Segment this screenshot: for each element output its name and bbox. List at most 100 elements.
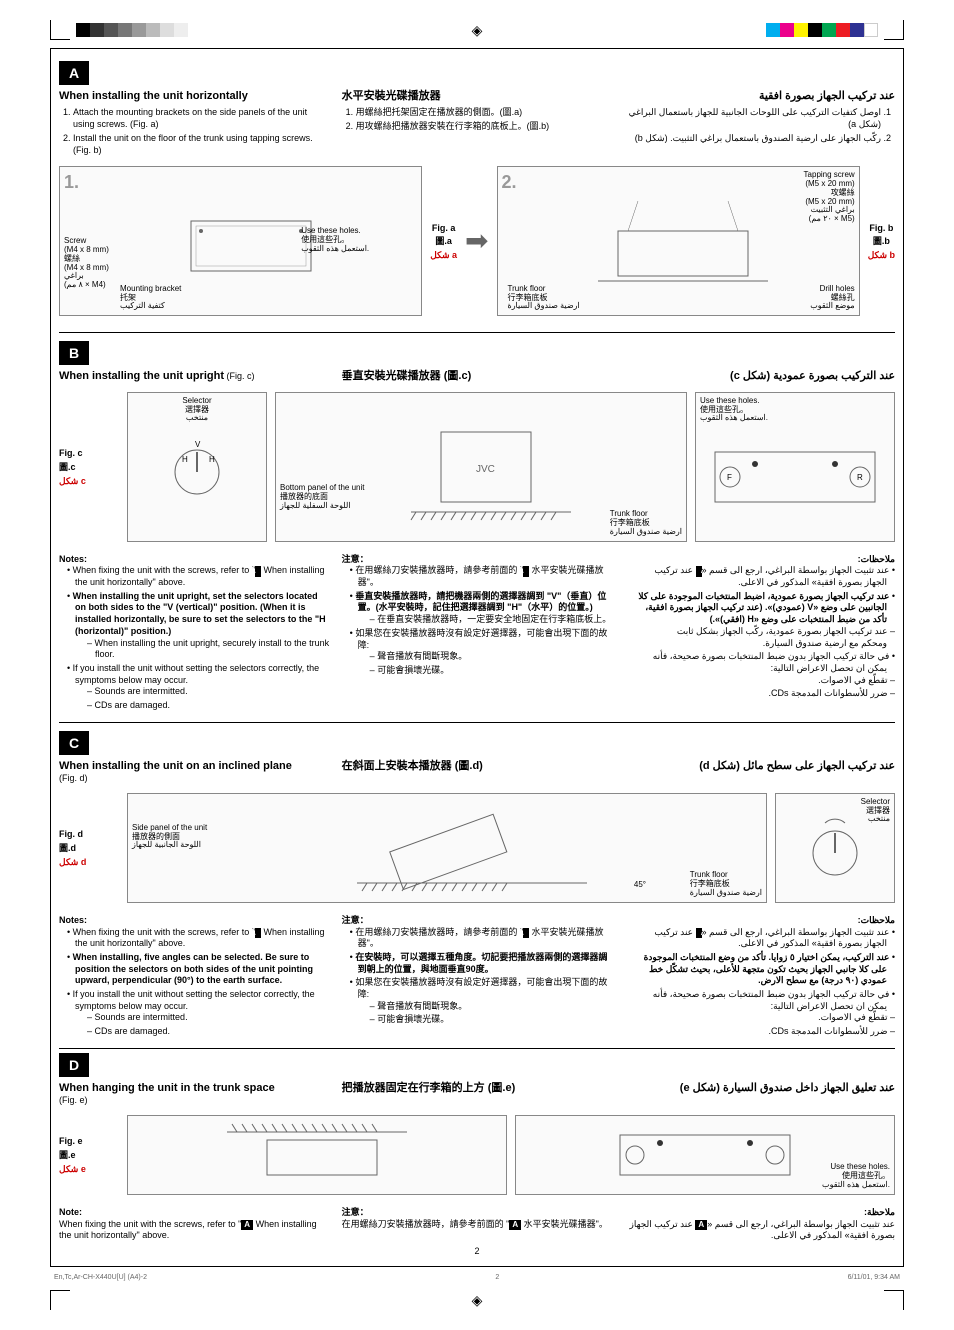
note-en: Note: When fixing the unit with the scre… xyxy=(59,1203,330,1242)
heading-ref-en: (Fig. c) xyxy=(227,371,255,381)
section-ref-box: A xyxy=(509,1220,521,1230)
note-item: 如果您在安裝播放器時沒有設定好選擇器，可能會出現下面的故障:聲音播放有間斷現象。… xyxy=(350,628,613,677)
center-mark-icon: ◈ xyxy=(472,21,483,39)
section-ref-box: A xyxy=(696,566,702,576)
heading-ar: عند التركيب بصورة عمودية (شكل c) xyxy=(730,370,895,382)
steps-ar: اوصل كتفيات التركيب على اللوحات الجانبية… xyxy=(624,107,895,144)
crop-mark xyxy=(884,20,904,40)
diagram-back-panel-d: Use these holes. 使用這些孔。 استعمل هذه الثقو… xyxy=(515,1115,895,1195)
footer-right: 6/11/01, 9:34 AM xyxy=(848,1273,900,1282)
arrow-icon: ➡ xyxy=(465,223,488,259)
note-sub-item: When installing the unit upright, secure… xyxy=(87,638,330,661)
heading-en: When hanging the unit in the trunk space xyxy=(59,1082,275,1094)
unit-illustration xyxy=(578,191,778,291)
diagram-fig-a: 1. Screw (M4 x 8 mm) 螺絲 (M4 x 8 mm) براغ… xyxy=(59,166,422,316)
center-mark-icon: ◈ xyxy=(472,1291,483,1309)
note-sub-item: 可能會損壞光碟。 xyxy=(370,1014,613,1026)
heading-ar: عند تعليق الجهاز داخل صندوق السيارة (شكل… xyxy=(680,1082,895,1094)
step-item: Install the unit on the floor of the tru… xyxy=(73,133,330,156)
section-d: D When hanging the unit in the trunk spa… xyxy=(59,1053,895,1242)
note-item: عند التركيب، يمكن اختيار ٥ زوايا. تأكد م… xyxy=(624,952,887,987)
step-item: 用螺絲把托架固定在播放器的側面。(圖.a) xyxy=(356,107,613,119)
note-sub-item: 聲音播放有間斷現象。 xyxy=(370,1001,613,1013)
step-item: 用攻螺絲把播放器安裝在行李箱的底板上。(圖.b) xyxy=(356,121,613,133)
notes-title-ar: ملاحظات: xyxy=(624,915,895,927)
notes-title-zh: 注意： xyxy=(342,554,613,566)
note-item: When installing, five angles can be sele… xyxy=(67,952,330,987)
fig-c-ar: شكل c xyxy=(59,476,119,488)
useholes-ar: استعمل هذه الثقوب. xyxy=(301,245,401,254)
fig-a-label-zh: 圖.a xyxy=(430,236,457,248)
heading-en: When installing the unit horizontally xyxy=(59,89,330,103)
notes-zh: 注意： 在用螺絲刀安裝播放器時，請參考前面的 "A 水平安裝光碟播放器"。垂直安… xyxy=(342,550,613,714)
svg-text:R: R xyxy=(857,473,863,482)
diagram-fig-b: 2. Tapping screw (M5 x 20 mm) 攻螺絲 (M5 x … xyxy=(497,166,860,316)
section-ref-box: A xyxy=(523,928,529,938)
note-item: When fixing the unit with the screws, re… xyxy=(67,565,330,588)
fig-b-label-en: Fig. b xyxy=(868,223,895,235)
color-bar-right xyxy=(766,23,878,37)
svg-text:H: H xyxy=(209,455,215,464)
note-text-en: When fixing the unit with the screws, re… xyxy=(59,1219,330,1242)
step-item: اوصل كتفيات التركيب على اللوحات الجانبية… xyxy=(624,107,881,130)
note-sub-item: تقطّع في الاصوات. xyxy=(644,1012,887,1024)
svg-text:F: F xyxy=(727,473,732,482)
selector-dial-icon: H H V xyxy=(157,427,237,507)
crop-mark xyxy=(884,1290,904,1310)
back-panel-icon: F R xyxy=(705,422,885,512)
fig-e-zh: 圖.e xyxy=(59,1150,119,1162)
diagram-fig-c: Bottom panel of the unit 播放器的底面 اللوحة ا… xyxy=(275,392,687,542)
trunk-ar: ارضية صندوق السيارة xyxy=(508,302,580,311)
note-item: عند تثبيت الجهاز بواسطة البراغي، ارجع ال… xyxy=(624,565,887,588)
fig-e-en: Fig. e xyxy=(59,1136,119,1148)
footer-center: 2 xyxy=(495,1273,499,1282)
diagram-number: 2. xyxy=(502,171,517,194)
diagram-selector: Selector 選擇器 منتخب H H V xyxy=(127,392,267,542)
note-item: When fixing the unit with the screws, re… xyxy=(67,927,330,950)
notes-title-zh: 注意： xyxy=(342,915,613,927)
fig-c-zh: 圖.c xyxy=(59,462,119,474)
steps-en: Attach the mounting brackets on the side… xyxy=(59,107,330,156)
note-title-zh: 注意： xyxy=(342,1207,613,1219)
diagram-row-a: 1. Screw (M4 x 8 mm) 螺絲 (M4 x 8 mm) براغ… xyxy=(59,166,895,316)
fig-b-label-ar: شكل b xyxy=(868,250,895,262)
trunk-ar: ارضية صندوق السيارة xyxy=(690,889,762,898)
section-label-c: C xyxy=(59,731,89,755)
steps-zh: 用螺絲把托架固定在播放器的側面。(圖.a) 用攻螺絲把播放器安裝在行李箱的底板上。… xyxy=(342,107,613,132)
note-text-ar: عند تثبيت الجهاز بواسطة البراغي، ارجع ال… xyxy=(624,1219,895,1242)
heading-ref-en: (Fig. e) xyxy=(59,1095,895,1107)
bracket-ar: كتفية التركيب xyxy=(120,302,181,311)
col-en: When installing the unit horizontally At… xyxy=(59,89,330,158)
section-label-d: D xyxy=(59,1053,89,1077)
note-sub-item: 可能會損壞光碟。 xyxy=(370,665,613,677)
back-panel-icon-d xyxy=(605,1125,805,1185)
unit-upright-illustration: JVC xyxy=(381,412,581,522)
diagram-number: 1. xyxy=(64,171,79,194)
section-label-b: B xyxy=(59,341,89,365)
note-item: في حالة تركيب الجهاز بدون ضبط المنتخبات … xyxy=(624,989,887,1038)
selector-ar: منتخب xyxy=(128,414,266,423)
section-a: A When installing the unit horizontally … xyxy=(59,57,895,333)
fig-a-label-en: Fig. a xyxy=(430,223,457,235)
note-sub-item: عند تركيب الجهاز بصورة عمودية، ركّب الجه… xyxy=(644,626,887,649)
note-item: عند تثبيت الجهاز بواسطة البراغي، ارجع ال… xyxy=(624,927,887,950)
section-ref-box: A xyxy=(255,566,261,576)
notes-ar: ملاحظات: عند تثبيت الجهاز بواسطة البراغي… xyxy=(624,911,895,1040)
note-sub-item: Sounds are intermitted. xyxy=(87,1012,330,1024)
note-item: If you install the unit without setting … xyxy=(67,663,330,712)
col-zh: 水平安裝光碟播放器 用螺絲把托架固定在播放器的側面。(圖.a) 用攻螺絲把播放器安… xyxy=(342,89,613,158)
heading-zh: 水平安裝光碟播放器 xyxy=(342,89,613,103)
notes-en: Notes: When fixing the unit with the scr… xyxy=(59,550,330,714)
heading-zh: 垂直安裝光碟播放器 (圖.c) xyxy=(342,370,472,382)
sidepanel-ar: اللوحة الجانبية للجهاز xyxy=(132,841,207,850)
note-sub-item: CDs are damaged. xyxy=(87,1026,330,1038)
note-title-en: Note: xyxy=(59,1207,330,1219)
diagram-inclined: Side panel of the unit 播放器的側面 اللوحة الج… xyxy=(127,793,767,903)
diagram-back-panel: Use these holes. 使用這些孔。 استعمل هذه الثقو… xyxy=(695,392,895,542)
heading-en: When installing the unit upright xyxy=(59,370,224,382)
footer: En,Tc,Ar-CH-X440U[U] (A4)-2 2 6/11/01, 9… xyxy=(50,1273,904,1282)
selector-ar: منتخب xyxy=(861,815,890,824)
note-ar: ملاحظة: عند تثبيت الجهاز بواسطة البراغي،… xyxy=(624,1203,895,1242)
heading-zh: 把播放器固定在行李箱的上方 (圖.e) xyxy=(342,1082,516,1094)
section-label-a: A xyxy=(59,61,89,85)
